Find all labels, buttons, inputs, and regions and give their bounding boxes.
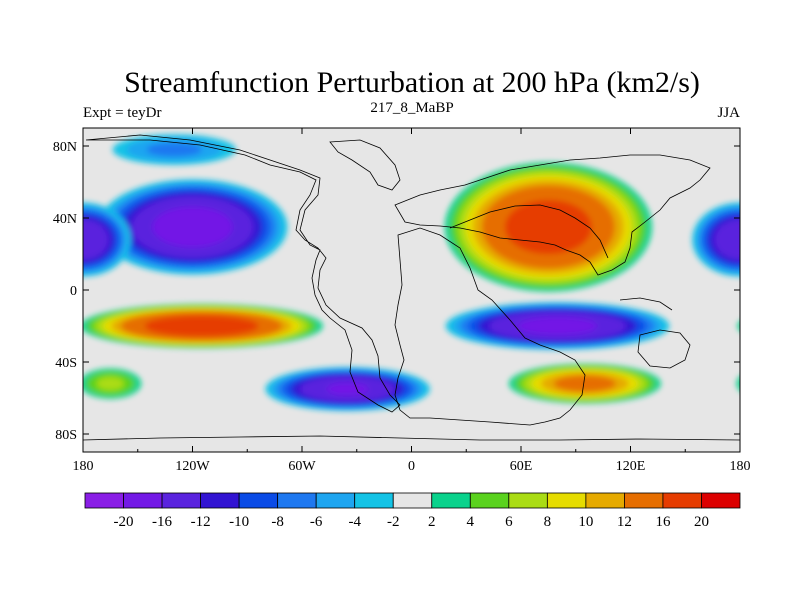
y-tick-label: 80N: [53, 140, 77, 155]
colorbar-label: 10: [578, 514, 593, 530]
x-tick-label: 180: [73, 459, 94, 474]
coastline-australia: [637, 329, 691, 369]
contour-band: [326, 383, 369, 395]
colorbar-swatch: [585, 492, 625, 509]
contour-band: [714, 219, 740, 260]
contour-band: [96, 376, 125, 391]
colorbar-label: 2: [428, 514, 436, 530]
colorbar-swatch: [238, 492, 279, 509]
colorbar-label: -6: [310, 514, 323, 530]
colorbar-label: 4: [467, 514, 475, 530]
contour-band: [737, 321, 740, 331]
colorbar-swatch: [662, 492, 702, 509]
colorbar-swatch: [469, 492, 510, 509]
colorbar-swatch: [161, 492, 201, 509]
left-subtitle: Expt = teyDr: [83, 105, 161, 121]
plot-area: 180 120W 60W 0 60E 120E 180 80N 40N 0 40S 80S: [53, 127, 751, 474]
x-tick-label: 60W: [288, 459, 316, 474]
plot-background: [83, 128, 740, 452]
y-tick-label: 40N: [53, 212, 77, 227]
colorbar-swatch: [701, 492, 741, 509]
coastline-greenland: [329, 139, 401, 191]
colorbar-label: -16: [152, 514, 172, 530]
x-ticks: 180 120W 60W 0 60E 120E 180: [73, 128, 751, 474]
coastlines: [83, 134, 740, 441]
coastline-indonesia: [619, 297, 673, 311]
colorbar-swatch: [546, 492, 587, 509]
feature-5: [508, 363, 661, 404]
colorbar-label: 6: [505, 514, 513, 530]
chart-title: Streamfunction Perturbation at 200 hPa (…: [124, 66, 700, 99]
feature-6: [83, 202, 740, 277]
y-tick-label: 0: [70, 284, 77, 299]
feature-4: [265, 367, 430, 411]
colorbar-label: -4: [348, 514, 361, 530]
x-tick-label: 0: [408, 459, 415, 474]
colorbar-swatch: [123, 492, 163, 509]
coastline-africa: [394, 227, 586, 426]
coastline-central-asia: [449, 204, 609, 259]
feature-7: [112, 134, 236, 165]
center-subtitle: 217_8_MaBP: [370, 100, 453, 116]
right-subtitle: JJA: [717, 105, 740, 121]
colorbar-swatch: [431, 492, 471, 509]
feature-0: [97, 179, 288, 275]
colorbar-swatch: [392, 492, 433, 509]
x-tick-label: 120W: [175, 459, 210, 474]
feature-8: [83, 368, 740, 399]
contour-band: [144, 315, 259, 337]
colorbar-swatch: [200, 492, 240, 509]
x-tick-label: 120E: [616, 459, 646, 474]
y-tick-label: 80S: [55, 428, 77, 443]
y-ticks: 80N 40N 0 40S 80S: [53, 140, 740, 443]
coastline-eurasia: [394, 154, 711, 276]
colorbar-swatch: [508, 492, 548, 509]
colorbar-swatch: [315, 492, 356, 509]
colorbar-label: 20: [694, 514, 709, 530]
contour-band: [152, 206, 233, 248]
colorbar-label: -12: [191, 514, 211, 530]
x-tick-label: 60E: [510, 459, 533, 474]
colorbar-label: -8: [271, 514, 284, 530]
colorbar-label: -20: [114, 514, 134, 530]
contour-band: [517, 317, 598, 335]
contour-band: [553, 375, 616, 392]
contour-band: [146, 142, 202, 157]
feature-2: [83, 303, 740, 349]
colorbar-label: -10: [229, 514, 249, 530]
colorbar-swatch: [277, 492, 317, 509]
colorbar-label: 8: [544, 514, 552, 530]
colorbar: -20 -16 -12 -10 -8 -6 -4 -2 2 4 6 8 10 12 16 20: [84, 492, 741, 530]
contour-band: [504, 199, 592, 255]
feature-3: [445, 302, 670, 350]
coastline-north-america: [85, 134, 401, 413]
colorbar-label: 16: [655, 514, 671, 530]
colorbar-swatch: [354, 492, 394, 509]
x-tick-label: 180: [730, 459, 751, 474]
colorbar-label: -2: [387, 514, 400, 530]
coastline-antarctica: [83, 435, 740, 441]
colorbar-swatch: [84, 492, 124, 509]
y-tick-label: 40S: [55, 356, 77, 371]
colorbar-swatch: [624, 492, 664, 509]
colorbar-label: 12: [617, 514, 632, 530]
contour-band: [83, 219, 109, 260]
contour-band: [736, 376, 740, 391]
